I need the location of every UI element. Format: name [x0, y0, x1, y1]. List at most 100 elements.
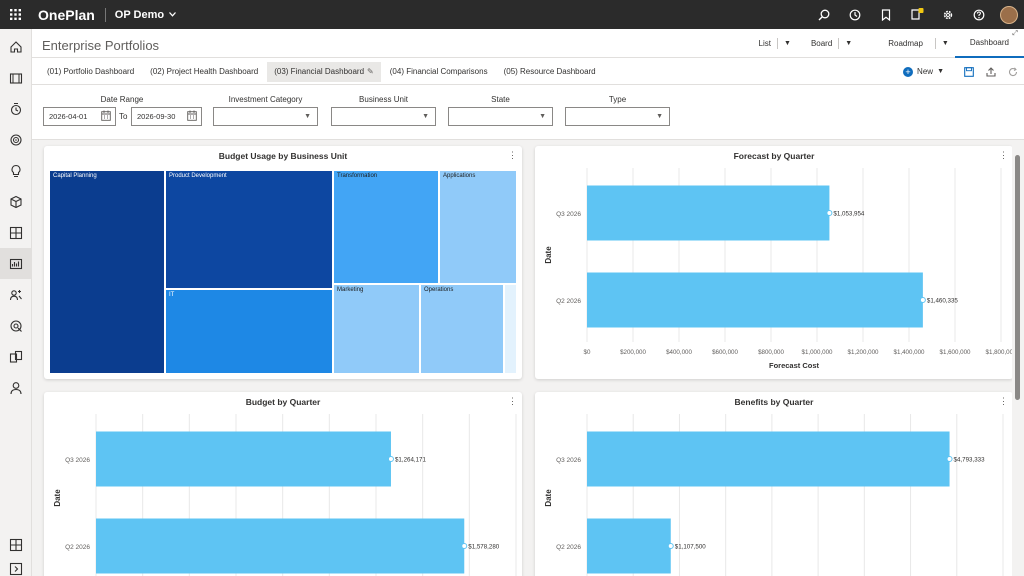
- data-label: $1,460,335: [927, 298, 959, 305]
- to-label: To: [119, 112, 128, 121]
- more-options-icon[interactable]: ⋮: [999, 150, 1008, 160]
- x-axis-title: Forecast Cost: [769, 361, 820, 370]
- expand-icon[interactable]: ⤢: [1012, 30, 1018, 37]
- y-tick-label: Q3 2026: [556, 211, 581, 218]
- y-axis-title: Date: [544, 246, 553, 264]
- expand-rail-icon[interactable]: [0, 553, 32, 576]
- treemap-tile-product-development[interactable]: Product Development: [165, 170, 333, 289]
- data-label: $1,107,500: [675, 544, 707, 551]
- date-from-field[interactable]: 2026-04-01: [43, 107, 116, 126]
- divider: [104, 7, 106, 22]
- bar-marker: [919, 297, 926, 303]
- benefits-title: Benefits by Quarter: [734, 397, 814, 407]
- bar: [587, 518, 671, 574]
- app-launcher-icon[interactable]: [0, 0, 30, 29]
- brand-logo[interactable]: OnePlan: [38, 6, 95, 23]
- tab-portfolio-dashboard[interactable]: (01) Portfolio Dashboard: [47, 67, 135, 76]
- treemap-tile-label: Transformation: [337, 173, 378, 179]
- bar: [587, 185, 830, 241]
- view-board[interactable]: Board ▼: [797, 29, 858, 58]
- share-icon[interactable]: [980, 58, 1002, 85]
- x-tick-label: $1,600,000: [940, 349, 972, 356]
- timesheet-icon[interactable]: [0, 93, 32, 124]
- chevron-down-icon[interactable]: ▼: [845, 40, 853, 47]
- treemap-tile-it[interactable]: IT: [165, 289, 333, 374]
- chevron-down-icon[interactable]: ▼: [784, 40, 791, 47]
- view-roadmap[interactable]: Roadmap ▼: [858, 29, 955, 58]
- more-options-icon[interactable]: ⋮: [508, 396, 517, 406]
- view-switcher: List ▼ Board ▼ Roadmap ▼ Dashboard: [745, 29, 1024, 58]
- investment-category-select[interactable]: ▼: [213, 107, 318, 126]
- planning-icon[interactable]: [0, 310, 32, 341]
- reports-icon[interactable]: [0, 341, 32, 372]
- benefits-chart: Date Q3 2026 $4,793,333 Q2 2026 $1,107,500: [544, 414, 1004, 576]
- plus-icon: +: [903, 66, 914, 77]
- x-tick-label: $1,400,000: [894, 349, 926, 356]
- tab-resource-dashboard[interactable]: (05) Resource Dashboard: [503, 67, 596, 76]
- refresh-icon[interactable]: [1002, 58, 1024, 85]
- y-tick-label: Q2 2026: [556, 544, 581, 551]
- search-icon[interactable]: [808, 0, 839, 29]
- chevron-down-icon: ▼: [539, 113, 546, 120]
- home-icon[interactable]: [0, 31, 32, 62]
- view-list[interactable]: List ▼: [745, 29, 797, 58]
- pencil-icon[interactable]: ✎: [367, 67, 374, 76]
- page-header: Enterprise Portfolios List ▼ Board ▼ Roadm…: [32, 29, 1024, 58]
- state-select[interactable]: ▼: [448, 107, 553, 126]
- settings-icon[interactable]: [932, 0, 963, 29]
- grid-view-icon[interactable]: [0, 529, 32, 560]
- tab-project-health-dashboard[interactable]: (02) Project Health Dashboard: [150, 67, 259, 76]
- page-title: Enterprise Portfolios: [42, 38, 160, 53]
- treemap-tile-capital-planning[interactable]: Capital Planning: [49, 170, 165, 374]
- top-bar: OnePlan OP Demo: [0, 0, 1024, 29]
- state-label: State: [491, 95, 510, 104]
- treemap-tile-label: IT: [169, 292, 175, 298]
- dashboard-icon[interactable]: [0, 248, 32, 279]
- tenant-selector[interactable]: OP Demo: [115, 9, 177, 21]
- date-to-value: 2026-09-30: [137, 112, 176, 121]
- more-options-icon[interactable]: ⋮: [999, 396, 1008, 406]
- data-label: $1,264,171: [395, 457, 427, 464]
- user-icon[interactable]: [0, 372, 32, 403]
- bar-marker: [387, 456, 394, 462]
- help-icon[interactable]: [963, 0, 994, 29]
- type-select[interactable]: ▼: [565, 107, 670, 126]
- x-tick-label: $1,200,000: [848, 349, 880, 356]
- view-dashboard[interactable]: Dashboard: [954, 29, 1024, 58]
- idea-icon[interactable]: [0, 155, 32, 186]
- business-unit-label: Business Unit: [359, 95, 408, 104]
- treemap-tile-operations[interactable]: Operations: [420, 284, 504, 374]
- filter-bar: Date Range 2026-04-01 To 2026-09-30 Inve…: [32, 85, 1024, 140]
- notification-icon[interactable]: [901, 0, 932, 29]
- business-unit-select[interactable]: ▼: [331, 107, 436, 126]
- treemap-tile-marketing[interactable]: Marketing: [333, 284, 420, 374]
- treemap-tile-label: Marketing: [337, 287, 364, 293]
- target-icon[interactable]: [0, 124, 32, 155]
- tab-financial-dashboard[interactable]: (03) Financial Dashboard ✎: [267, 62, 381, 82]
- bar-marker: [826, 210, 833, 216]
- people-icon[interactable]: [0, 279, 32, 310]
- calendar-icon[interactable]: [187, 110, 197, 121]
- history-icon[interactable]: [839, 0, 870, 29]
- bar-marker: [667, 543, 674, 549]
- save-icon[interactable]: [958, 58, 980, 85]
- y-tick-label: Q3 2026: [65, 457, 90, 464]
- x-tick-label: $800,000: [758, 349, 784, 356]
- chevron-down-icon[interactable]: ▼: [941, 40, 949, 47]
- treemap-tile-transformation[interactable]: Transformation: [333, 170, 439, 284]
- tab-financial-comparisons[interactable]: (04) Financial Comparisons: [389, 67, 488, 76]
- resource-icon[interactable]: [0, 186, 32, 217]
- treemap-tile-other[interactable]: [504, 284, 517, 374]
- portfolio-icon[interactable]: [0, 62, 32, 93]
- bookmark-icon[interactable]: [870, 0, 901, 29]
- avatar[interactable]: [1000, 5, 1018, 24]
- bar: [96, 518, 465, 574]
- treemap-tile-applications[interactable]: Applications: [439, 170, 517, 284]
- new-button[interactable]: + New ▼: [903, 66, 944, 77]
- date-to-field[interactable]: 2026-09-30: [131, 107, 202, 126]
- more-options-icon[interactable]: ⋮: [508, 150, 517, 160]
- x-tick-label: $400,000: [666, 349, 692, 356]
- page-scrollbar-thumb[interactable]: [1015, 155, 1020, 400]
- calendar-icon[interactable]: [101, 110, 111, 121]
- layout-icon[interactable]: [0, 217, 32, 248]
